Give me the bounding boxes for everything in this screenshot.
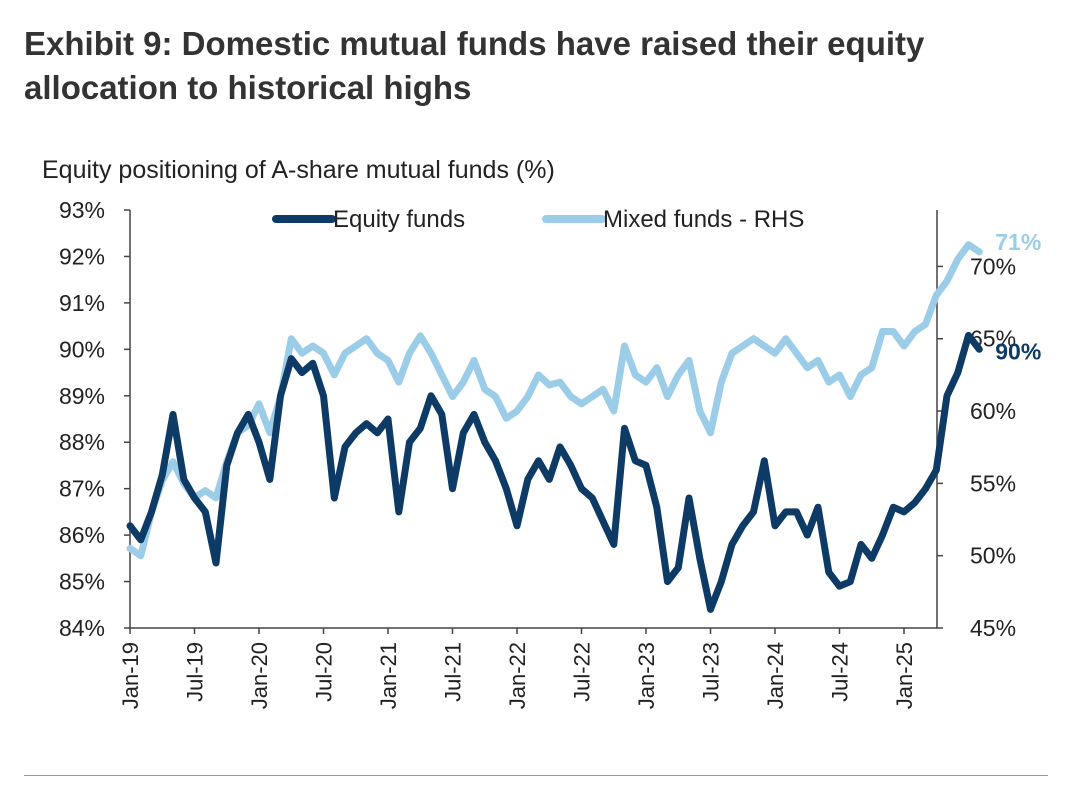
right-tick-label: 60% <box>970 398 1016 424</box>
x-tick-label: Jul-24 <box>828 642 853 702</box>
x-tick-label: Jan-23 <box>634 642 659 709</box>
right-tick-label: 70% <box>970 253 1016 279</box>
series-line-equity-funds <box>126 331 983 613</box>
left-tick-label: 85% <box>59 569 105 595</box>
legend-label: Mixed funds - RHS <box>603 206 804 233</box>
x-tick-label: Jul-20 <box>312 642 337 702</box>
legend-item-equity-funds: Equity funds <box>272 206 465 233</box>
end-label-equity-funds: 90% <box>995 338 1041 364</box>
left-tick-label: 84% <box>59 615 105 641</box>
left-tick-label: 86% <box>59 522 105 548</box>
right-tick-label: 50% <box>970 543 1016 569</box>
left-tick-label: 93% <box>59 197 105 223</box>
x-tick-label: Jan-22 <box>505 642 530 709</box>
left-tick-label: 92% <box>59 243 105 269</box>
legend-item-mixed-funds: Mixed funds - RHS <box>542 206 804 233</box>
bottom-divider <box>24 775 1048 776</box>
end-label-mixed-funds: 71% <box>995 229 1041 255</box>
x-tick-label: Jan-19 <box>118 642 143 709</box>
left-tick-label: 88% <box>59 429 105 455</box>
page-title: Exhibit 9: Domestic mutual funds have ra… <box>24 25 925 106</box>
left-tick-label: 87% <box>59 476 105 502</box>
x-tick-label: Jul-22 <box>570 642 595 702</box>
x-tick-label: Jul-19 <box>183 642 208 702</box>
chart-subtitle: Equity positioning of A-share mutual fun… <box>42 156 555 184</box>
series-line-mixed-funds <box>126 241 983 560</box>
left-tick-label: 90% <box>59 336 105 362</box>
right-tick-label: 45% <box>970 615 1016 641</box>
legend-label: Equity funds <box>333 206 465 233</box>
left-tick-label: 89% <box>59 383 105 409</box>
right-tick-label: 55% <box>970 470 1016 496</box>
x-tick-label: Jul-23 <box>699 642 724 702</box>
x-tick-label: Jan-25 <box>892 642 917 709</box>
x-tick-label: Jan-21 <box>376 642 401 709</box>
x-tick-label: Jul-21 <box>441 642 466 702</box>
x-tick-label: Jan-24 <box>763 642 788 709</box>
legend: Equity funds Mixed funds - RHS <box>272 206 804 233</box>
x-tick-label: Jan-20 <box>247 642 272 709</box>
left-tick-label: 91% <box>59 290 105 316</box>
